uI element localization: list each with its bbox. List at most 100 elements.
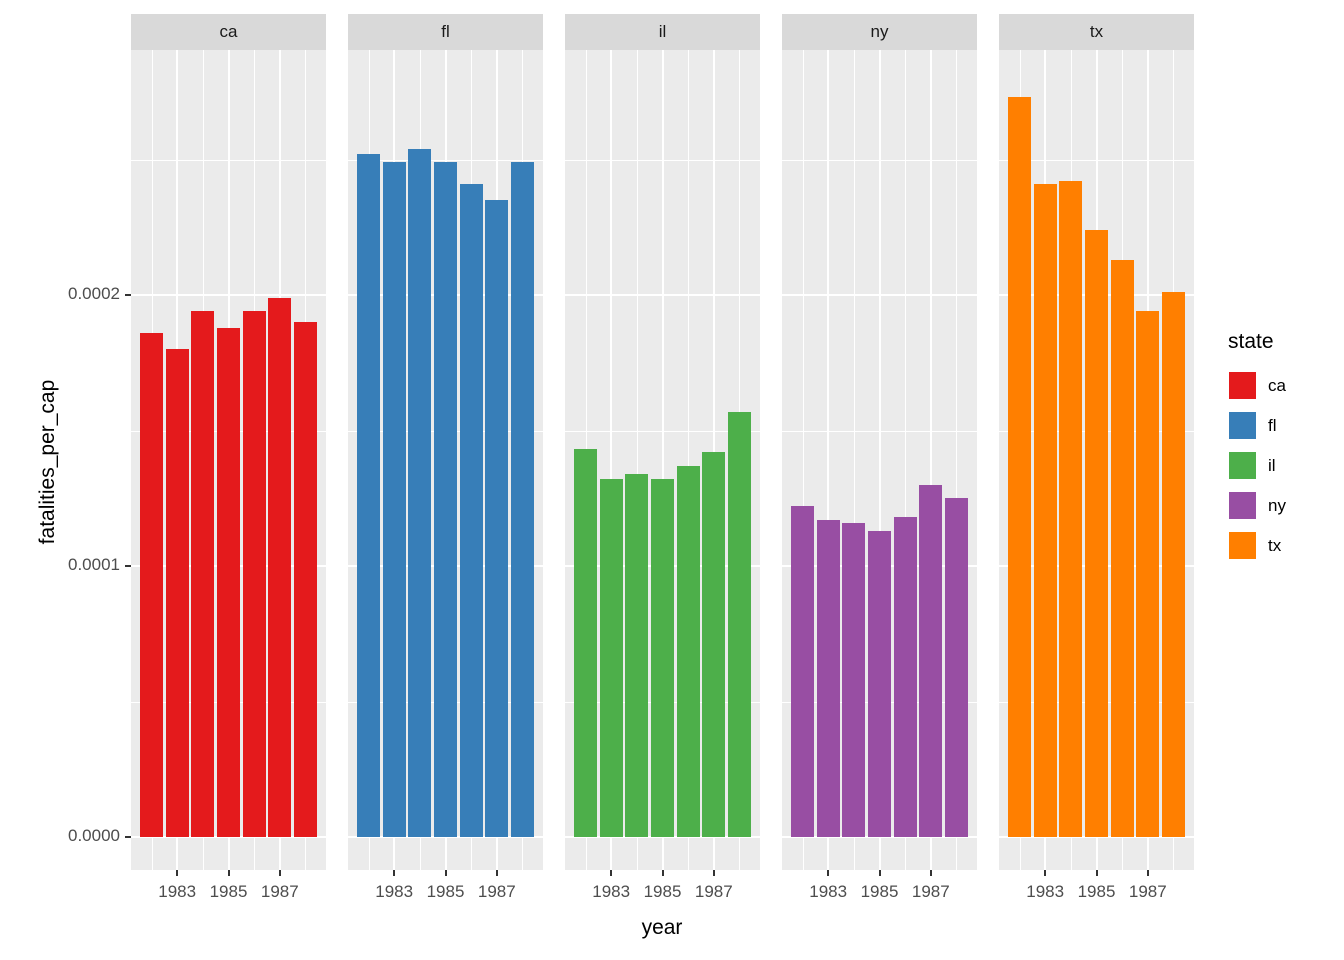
facet-panel — [782, 50, 977, 870]
minor-gridline-v — [636, 50, 638, 870]
legend-label-ca: ca — [1268, 376, 1286, 395]
bar-tx-1986 — [1110, 259, 1134, 837]
bar-il-1984 — [625, 473, 649, 837]
minor-gridline-v — [853, 50, 855, 870]
x-tick-label: 1985 — [643, 882, 682, 901]
x-axis-tick — [929, 870, 932, 876]
bar-il-1983 — [599, 479, 623, 837]
legend-key-fl — [1229, 412, 1256, 439]
bar-ca-1987 — [268, 297, 292, 837]
minor-gridline-v — [688, 50, 690, 870]
x-tick-label: 1987 — [260, 882, 299, 901]
bar-il-1986 — [676, 465, 700, 837]
facet-strip-label: il — [658, 22, 667, 41]
minor-gridline-v — [905, 50, 907, 870]
x-tick-label: 1983 — [1026, 882, 1065, 901]
bar-il-1982 — [574, 449, 598, 837]
x-axis-tick — [661, 870, 664, 876]
x-tick-label: 1987 — [1128, 882, 1167, 901]
x-axis-tick — [227, 870, 230, 876]
bar-ca-1984 — [191, 311, 215, 837]
bar-il-1987 — [702, 452, 726, 837]
x-axis-tick — [495, 870, 498, 876]
bar-ny-1984 — [842, 522, 866, 837]
bar-tx-1982 — [1008, 97, 1032, 837]
y-tick-label: 0.0002 — [68, 284, 120, 303]
bar-fl-1982 — [357, 154, 381, 837]
bar-tx-1984 — [1059, 181, 1083, 837]
bar-ca-1986 — [242, 311, 266, 837]
major-gridline-v — [929, 50, 932, 870]
x-tick-label: 1983 — [592, 882, 631, 901]
x-tick-label: 1985 — [426, 882, 465, 901]
bar-ca-1988 — [293, 322, 317, 837]
x-tick-label: 1983 — [809, 882, 848, 901]
legend-key-ca — [1229, 372, 1256, 399]
bar-ny-1988 — [944, 498, 968, 837]
facet-strip-label: fl — [441, 22, 450, 41]
x-axis-tick — [712, 870, 715, 876]
x-tick-label: 1985 — [209, 882, 248, 901]
x-axis-tick — [610, 870, 613, 876]
x-axis-tick — [1095, 870, 1098, 876]
facet-panel — [999, 50, 1194, 870]
bar-fl-1988 — [510, 162, 534, 837]
bar-ny-1983 — [816, 519, 840, 837]
major-gridline-v — [827, 50, 830, 870]
bar-fl-1984 — [408, 148, 432, 837]
x-axis-tick — [176, 870, 179, 876]
bar-il-1985 — [651, 479, 674, 837]
minor-gridline-v — [956, 50, 958, 870]
x-tick-label: 1987 — [477, 882, 516, 901]
facet-strip: fl — [348, 14, 543, 50]
y-axis-tick — [125, 565, 131, 567]
y-tick-label: 0.0001 — [68, 555, 120, 574]
facet-strip-label: ny — [870, 22, 889, 41]
legend-key-tx — [1229, 532, 1256, 559]
bar-tx-1987 — [1136, 311, 1160, 837]
legend-label-fl: fl — [1268, 416, 1277, 435]
x-tick-label: 1987 — [694, 882, 733, 901]
legend-key-il — [1229, 452, 1256, 479]
bar-fl-1986 — [459, 183, 483, 837]
x-axis-tick — [827, 870, 830, 876]
bar-fl-1987 — [485, 200, 509, 837]
y-axis-tick — [125, 294, 131, 296]
x-tick-label: 1983 — [158, 882, 197, 901]
facet-strip-label: ca — [219, 22, 238, 41]
bar-ny-1985 — [868, 530, 891, 837]
bar-ny-1986 — [893, 517, 917, 837]
legend-key-ny — [1229, 492, 1256, 519]
bar-tx-1983 — [1033, 183, 1057, 837]
y-axis-tick — [125, 836, 131, 838]
major-gridline-v — [878, 50, 881, 870]
x-axis-tick — [278, 870, 281, 876]
legend-label-ny: ny — [1268, 496, 1286, 515]
x-axis-tick — [444, 870, 447, 876]
bar-fl-1985 — [434, 162, 457, 837]
x-axis-title: year — [641, 916, 683, 939]
facet-panel — [348, 50, 543, 870]
bar-il-1988 — [727, 411, 751, 837]
facet-strip: il — [565, 14, 760, 50]
major-gridline-v — [610, 50, 613, 870]
x-tick-label: 1985 — [1077, 882, 1116, 901]
legend-label-il: il — [1268, 456, 1276, 475]
bar-ny-1982 — [791, 506, 815, 837]
bar-tx-1985 — [1085, 229, 1108, 837]
major-gridline-v — [661, 50, 664, 870]
bar-tx-1988 — [1161, 292, 1185, 837]
x-tick-label: 1985 — [860, 882, 899, 901]
x-axis-tick — [1146, 870, 1149, 876]
bar-ca-1985 — [217, 327, 240, 837]
legend-label-tx: tx — [1268, 536, 1282, 555]
facet-strip: ca — [131, 14, 326, 50]
x-tick-label: 1987 — [911, 882, 950, 901]
y-tick-label: 0.0000 — [68, 826, 120, 845]
facet-panel — [131, 50, 326, 870]
bar-ca-1983 — [165, 349, 189, 837]
legend-title: state — [1228, 330, 1274, 353]
bar-ny-1987 — [919, 484, 943, 837]
minor-gridline-v — [802, 50, 804, 870]
